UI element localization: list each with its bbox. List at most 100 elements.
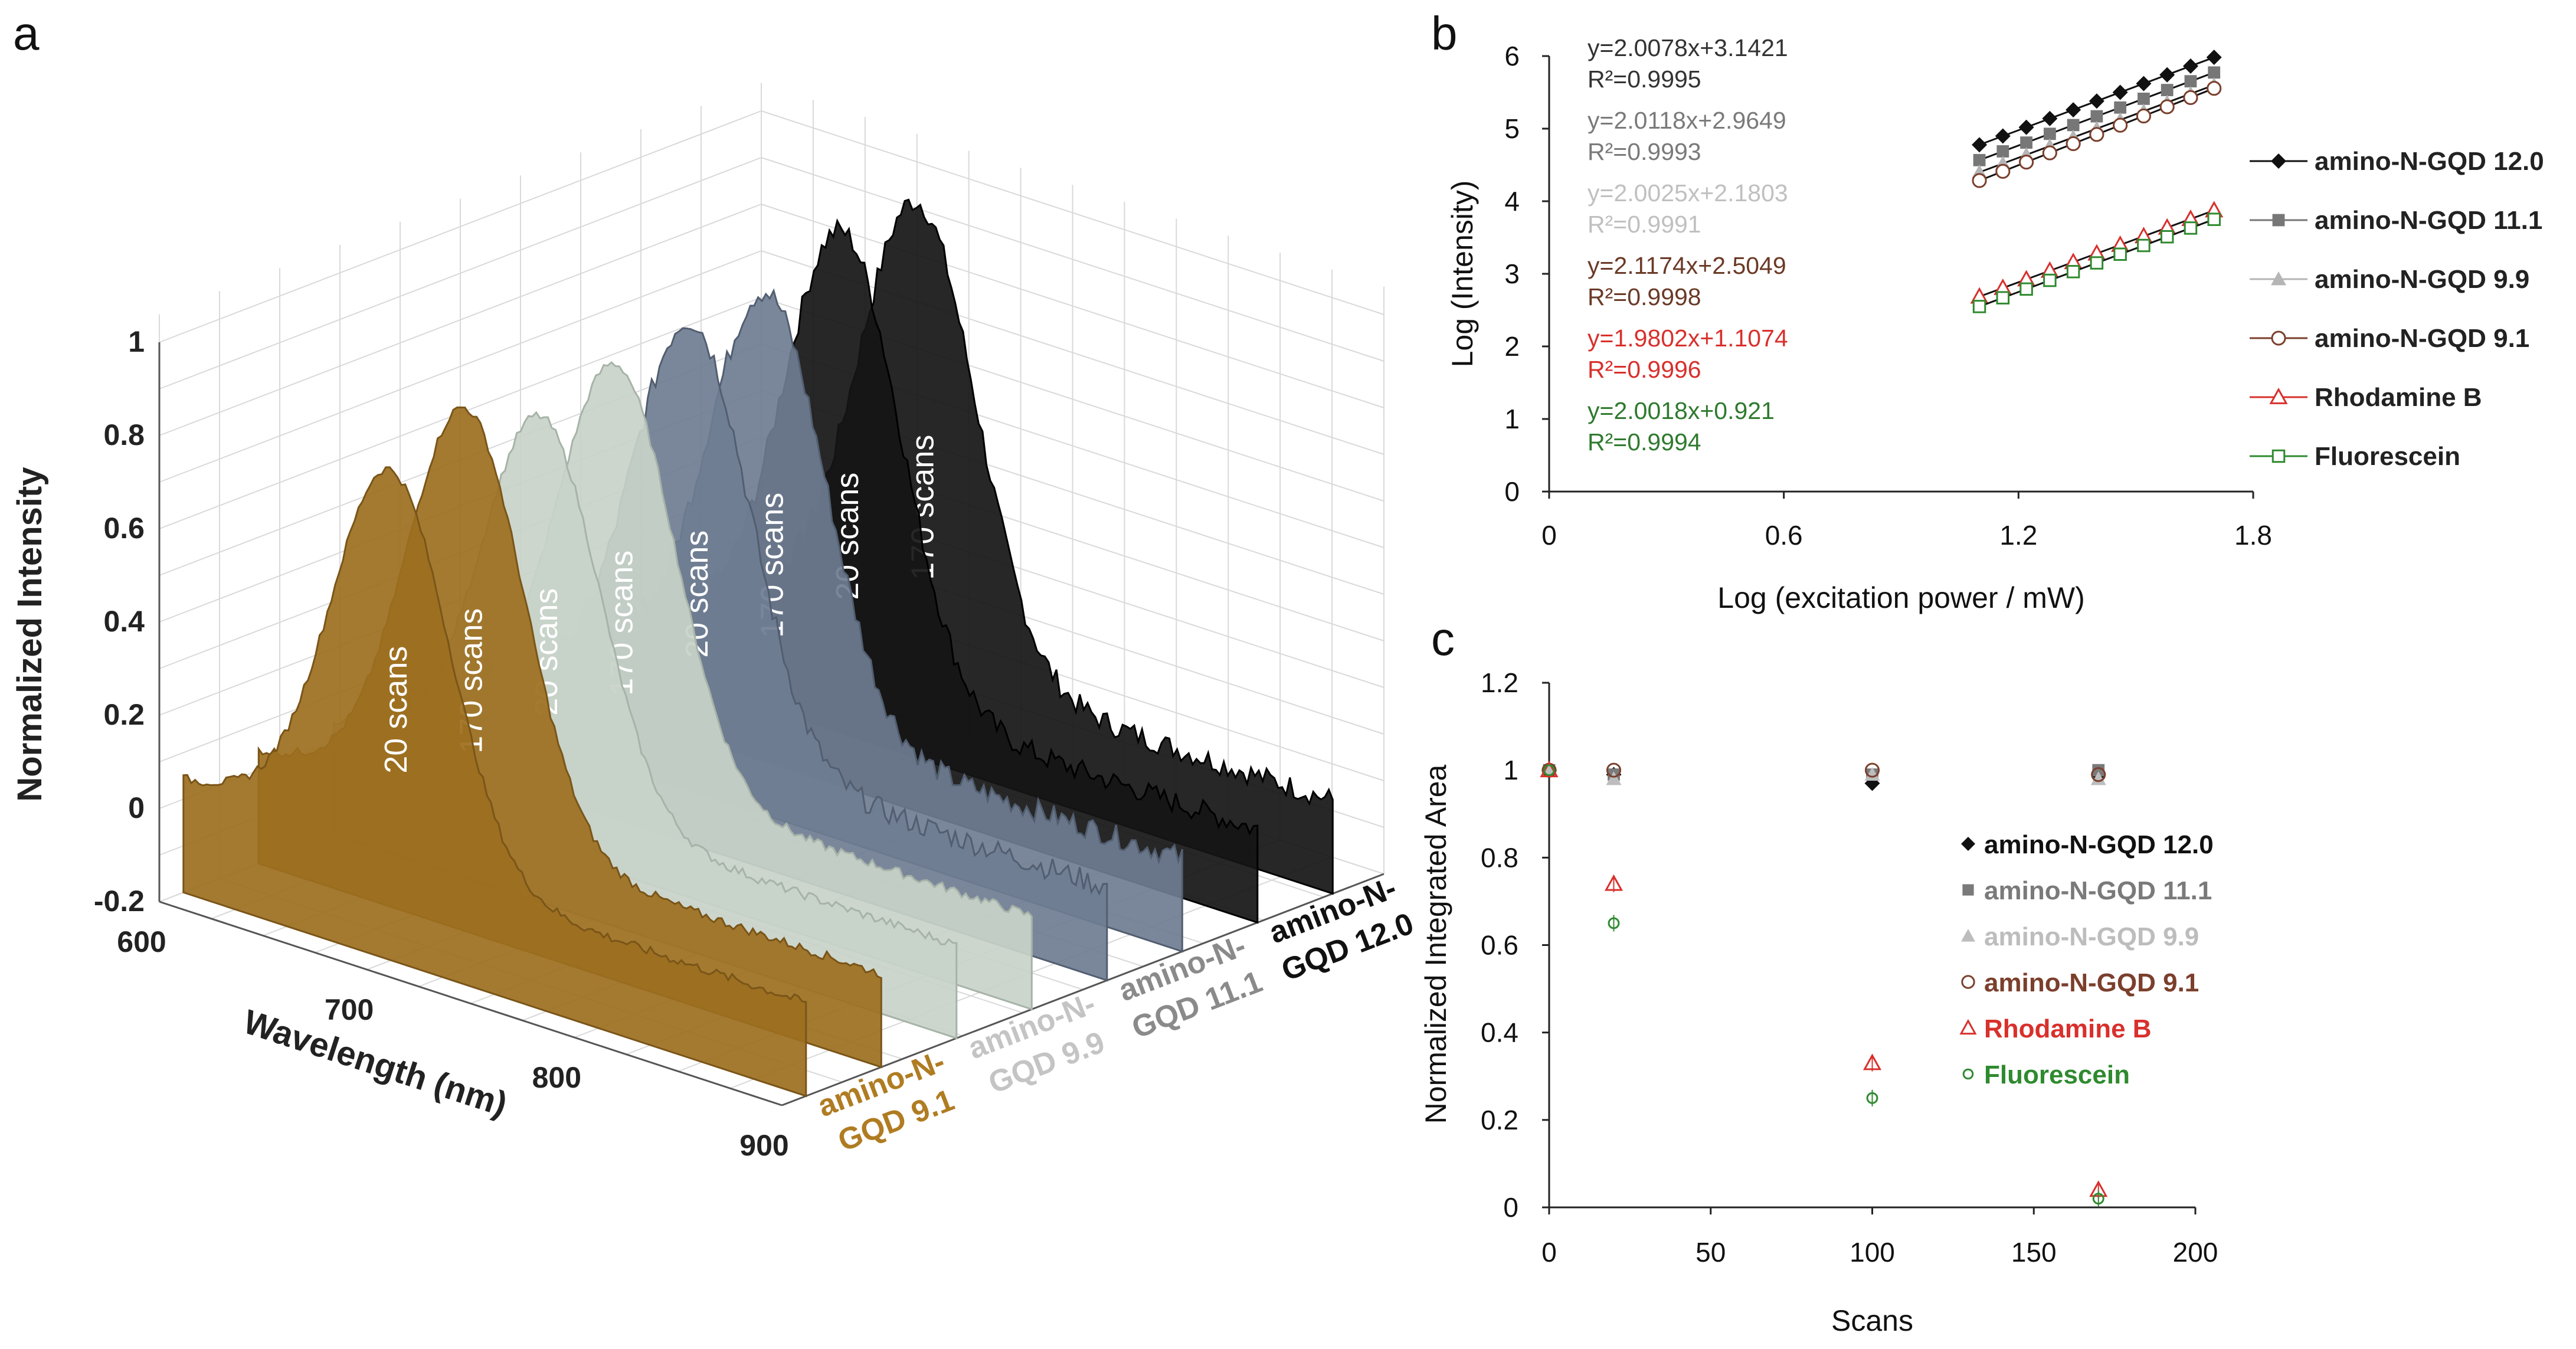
- legend-marker: [2271, 330, 2286, 346]
- y-tick-label: 0.2: [1481, 1105, 1518, 1135]
- x-axis-title: Scans: [1831, 1304, 1913, 1337]
- data-point-c: [1864, 767, 1880, 781]
- fit-r-squared: R²=0.9993: [1588, 138, 1701, 165]
- data-point-b: [2208, 66, 2221, 79]
- grid-sidewall-line: [159, 250, 762, 483]
- fit-r-squared: R²=0.9995: [1588, 66, 1701, 93]
- data-point-b: [1995, 163, 2011, 179]
- data-point-c: [1608, 917, 1620, 929]
- data-point-b: [2042, 110, 2058, 126]
- legend-label: amino-N-GQD 9.9: [1984, 922, 2199, 951]
- wavelength-tick-label: 800: [532, 1061, 581, 1094]
- data-point-b: [2019, 155, 2034, 170]
- legend-label: amino-N-GQD 9.9: [2315, 265, 2529, 294]
- fit-r-squared: R²=0.9996: [1588, 356, 1701, 383]
- data-point-c: [1864, 762, 1880, 778]
- data-point-b: [2113, 117, 2128, 133]
- legend-label: amino-N-GQD 9.1: [1984, 968, 2199, 997]
- data-point-b: [1972, 300, 1986, 313]
- data-point-b: [1995, 128, 2011, 144]
- y-tick-label: 0.8: [1481, 842, 1518, 873]
- data-point-c: [1606, 771, 1622, 785]
- data-point-b: [2089, 127, 2104, 142]
- data-point-c: [1540, 761, 1559, 778]
- data-point-b: [2066, 136, 2081, 152]
- panel-b-loglog: 0 0.6 1.2 1.8 0 1 2 3 4 5 6 Log (excitation power /…: [1446, 34, 2544, 614]
- data-point-b: [1996, 145, 2009, 158]
- data-point-b: [2136, 76, 2152, 91]
- panel-b-axes: 0 0.6 1.2 1.8 0 1 2 3 4 5 6 Log (excitation power /…: [1446, 41, 2272, 614]
- wavelength-tick-label: 700: [325, 993, 374, 1026]
- legend-marker: [2269, 387, 2288, 404]
- grid-sidewall-line: [159, 110, 762, 343]
- y-tick-label: 1: [1503, 755, 1518, 785]
- y-tick-label: 6: [1504, 41, 1520, 71]
- legend-marker: [1962, 884, 1974, 896]
- legend-marker: [2271, 271, 2286, 286]
- y-axis-title: Log (Intensity): [1446, 181, 1479, 368]
- panel-b-equations: y=2.0078x+3.1421 R²=0.9995 y=2.0118x+2.964…: [1588, 34, 1788, 456]
- y-tick-label: 0.4: [1481, 1017, 1518, 1048]
- data-point-b: [2113, 247, 2127, 261]
- legend-marker: [1959, 1019, 1977, 1035]
- data-point-c: [1543, 764, 1555, 777]
- fit-equation: y=2.0018x+0.921: [1588, 397, 1775, 424]
- data-point-b: [2066, 102, 2081, 118]
- x-tick-label: 1.8: [2234, 520, 2272, 551]
- y-tick-label: 1.2: [1481, 667, 1518, 698]
- panel-c-series: [1540, 761, 2108, 1207]
- wavelength-axis-line: [159, 901, 783, 1106]
- x-tick-label: 0: [1541, 520, 1557, 551]
- data-point-b: [2160, 230, 2174, 244]
- panel-label-a: a: [13, 7, 40, 60]
- y-axis-title: Normalized Integrated Area: [1419, 764, 1452, 1124]
- spectrum-trace-1-1: [182, 466, 807, 1098]
- z-tick-label: 0: [128, 791, 145, 824]
- data-point-b: [2184, 75, 2197, 88]
- data-point-b: [1996, 291, 2010, 304]
- fit-r-squared: R²=0.9994: [1588, 428, 1701, 456]
- fit-equation: y=2.0078x+3.1421: [1588, 34, 1788, 61]
- data-point-c: [1866, 1092, 1878, 1104]
- grid-sidewall-line: [159, 204, 762, 436]
- data-point-b: [2136, 109, 2151, 124]
- data-point-b: [2114, 101, 2127, 114]
- data-point-b: [2159, 67, 2175, 83]
- legend-label: amino-N-GQD 12.0: [2315, 147, 2544, 176]
- data-point-b: [2183, 90, 2198, 105]
- legend-marker: [1961, 837, 1975, 851]
- data-point-b: [2067, 119, 2080, 132]
- x-tick-label: 50: [1695, 1237, 1726, 1268]
- scan-count-label: 20 scans: [378, 646, 414, 774]
- z-tick-label: -0.2: [94, 885, 145, 918]
- z-tick-label: 0.6: [103, 512, 145, 545]
- panel-b-legend: amino-N-GQD 12.0 amino-N-GQD 11.1 amino-N-…: [2250, 147, 2544, 471]
- panel-b-series: [1970, 50, 2224, 313]
- y-tick-label: 3: [1504, 258, 1520, 289]
- data-point-b: [1972, 137, 1988, 153]
- data-point-b: [2206, 50, 2222, 66]
- y-tick-label: 4: [1504, 186, 1520, 217]
- data-point-b: [2161, 84, 2174, 96]
- wavelength-axis-title: Wavelength (nm): [239, 1003, 512, 1124]
- panel-label-b: b: [1431, 7, 1458, 60]
- fit-equation: y=2.0025x+2.1803: [1588, 179, 1788, 207]
- data-point-c: [1863, 1053, 1882, 1070]
- x-axis-title: Log (excitation power / mW): [1717, 581, 2084, 614]
- legend-marker: [2271, 153, 2286, 169]
- legend-label: amino-N-GQD 12.0: [1984, 830, 2214, 859]
- data-point-b: [2182, 58, 2198, 74]
- data-point-c: [2091, 767, 2106, 782]
- data-point-b: [2207, 81, 2222, 96]
- wavelength-tick-label: 600: [117, 925, 166, 958]
- panel-c-axes: 0 50 100 150 200 0 0.2 0.4 0.6 0.8 1 1.2 Scans Normal…: [1419, 667, 2218, 1337]
- data-point-b: [2138, 92, 2150, 105]
- z-tick-label: 1: [128, 325, 145, 358]
- x-tick-label: 1.2: [1999, 520, 2037, 551]
- legend-label: Fluorescein: [1984, 1060, 2130, 1089]
- data-point-b: [2043, 127, 2056, 140]
- data-point-b: [2042, 145, 2057, 161]
- y-tick-label: 0.6: [1481, 930, 1518, 961]
